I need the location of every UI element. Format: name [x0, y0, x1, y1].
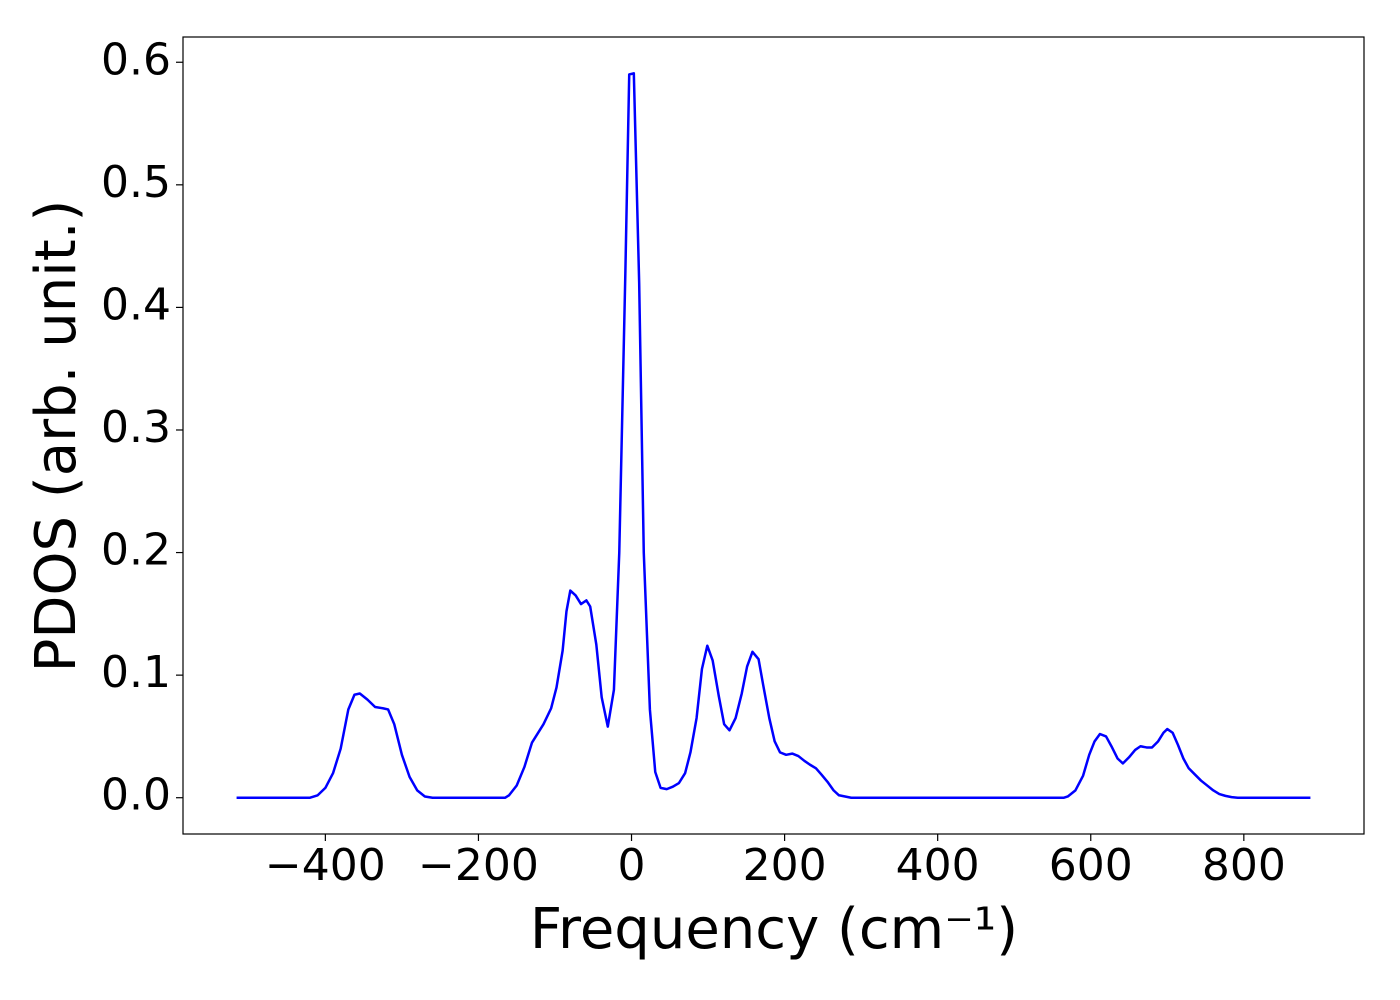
- y-tick-label: 0.5: [101, 157, 171, 208]
- x-tick-label: 0: [618, 840, 646, 891]
- y-tick-label: 0.0: [101, 770, 171, 821]
- x-tick-label: −400: [265, 840, 386, 891]
- y-tick-label: 0.6: [101, 34, 171, 85]
- x-tick-label: 600: [1049, 840, 1133, 891]
- x-tick-label: 400: [896, 840, 980, 891]
- y-tick-label: 0.2: [101, 525, 171, 576]
- y-axis-label: PDOS (arb. unit.): [24, 200, 89, 673]
- x-tick-label: 800: [1202, 840, 1286, 891]
- x-tick-label: 200: [743, 840, 827, 891]
- x-axis-label: Frequency (cm⁻¹): [530, 897, 1018, 962]
- data-line: [236, 72, 1311, 799]
- plot-frame: [182, 36, 1365, 835]
- y-tick-label: 0.1: [101, 647, 171, 698]
- x-tick-label: −200: [418, 840, 539, 891]
- y-tick-label: 0.3: [101, 402, 171, 453]
- y-tick-label: 0.4: [101, 279, 171, 330]
